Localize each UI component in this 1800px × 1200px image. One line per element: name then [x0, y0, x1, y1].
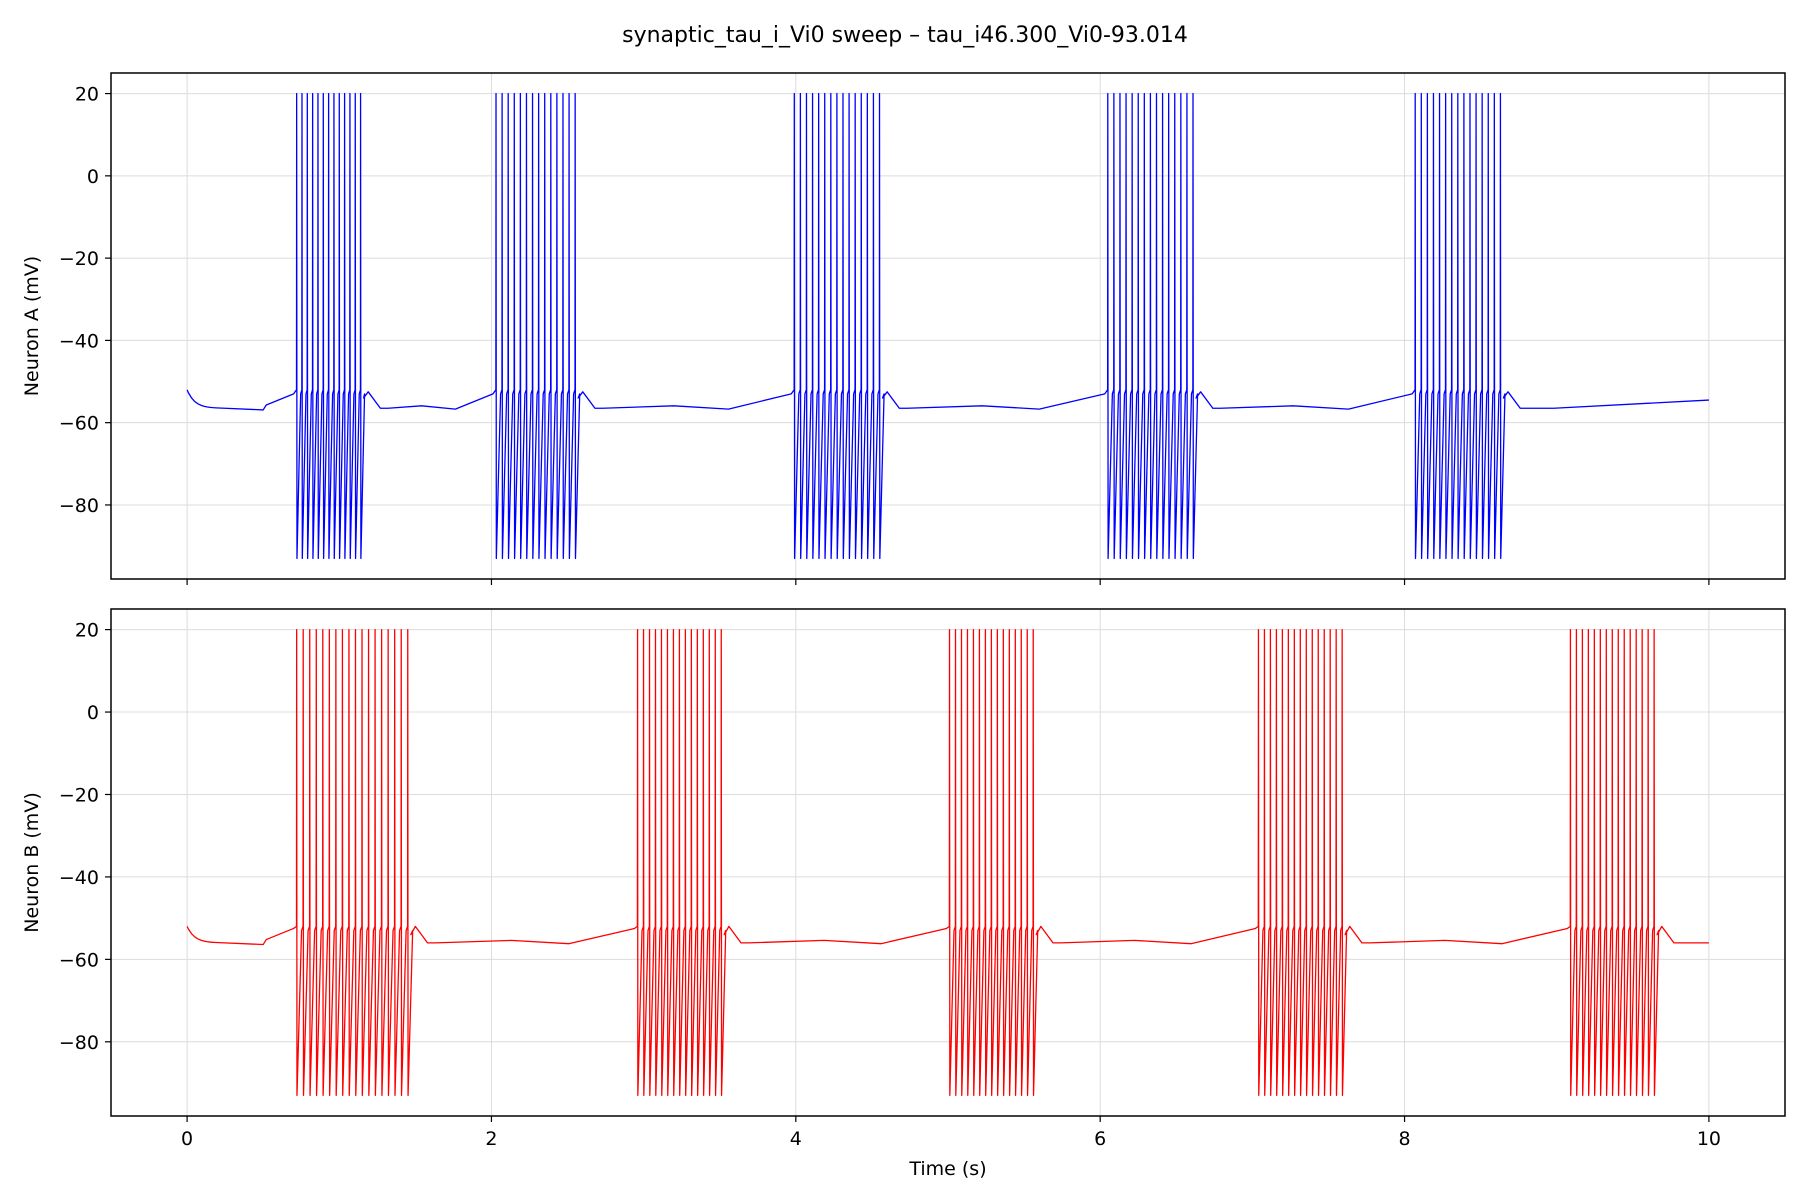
y-axis-label: Neuron B (mV) [21, 792, 43, 932]
y-tick-label: 0 [87, 166, 99, 188]
x-tick-label: 0 [181, 1128, 193, 1150]
y-tick-label: −20 [59, 248, 99, 270]
y-tick-label: −80 [59, 1032, 99, 1054]
x-tick-label: 8 [1398, 1128, 1410, 1150]
axes-frame [110, 608, 1786, 1117]
panel-neuron-a: 20 0 −20 −40 −60 −80 Neuron A (mV) [21, 72, 1786, 585]
grid [111, 73, 1785, 579]
x-tick-label: 4 [790, 1128, 802, 1150]
y-tick-label: −60 [59, 949, 99, 971]
panel-neuron-b: 0 2 4 6 8 10 20 0 −20 −40 −60 −80 Neuron B (mV) [21, 608, 1786, 1150]
y-tick-label: −80 [59, 495, 99, 517]
voltage-trace-line [186, 92, 1709, 560]
y-tick-label: 20 [75, 84, 99, 106]
y-axis-label: Neuron A (mV) [21, 256, 43, 396]
y-tick-label: 0 [87, 702, 99, 724]
y-tick-label: −40 [59, 867, 99, 889]
voltage-trace-line [186, 628, 1709, 1097]
y-tick-label: −40 [59, 330, 99, 352]
y-tick-label: −60 [59, 413, 99, 435]
axes-frame [110, 72, 1786, 580]
x-tick-label: 10 [1697, 1128, 1721, 1150]
chart-title: synaptic_tau_i_Vi0 sweep – tau_i46.300_V… [622, 23, 1188, 48]
x-axis-label: Time (s) [908, 1158, 986, 1180]
x-tick-label: 2 [485, 1128, 497, 1150]
y-tick-label: 20 [75, 620, 99, 642]
x-tick-label: 6 [1094, 1128, 1106, 1150]
y-tick-label: −20 [59, 784, 99, 806]
